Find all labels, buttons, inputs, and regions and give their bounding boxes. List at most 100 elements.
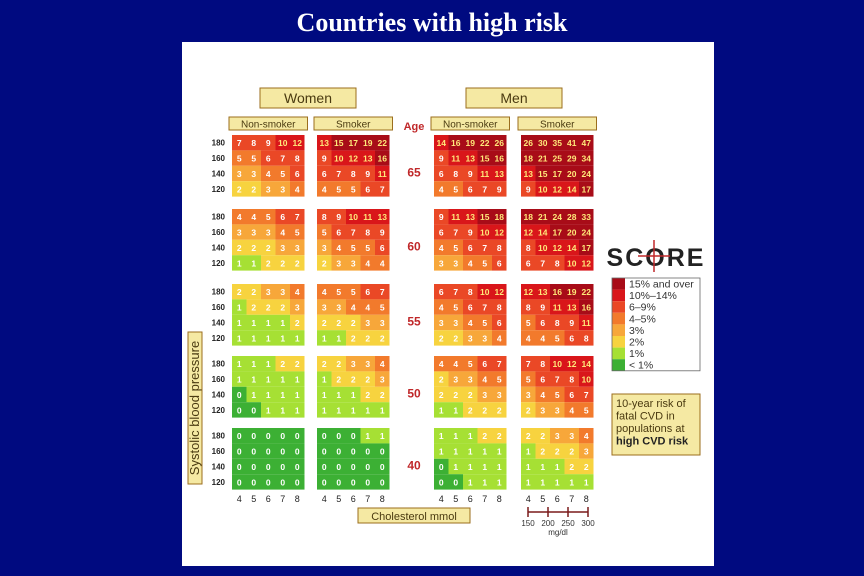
risk-value: 5 xyxy=(497,375,502,385)
risk-cell xyxy=(535,209,550,225)
risk-cell xyxy=(434,299,449,315)
risk-value: 2 xyxy=(237,287,242,297)
risk-value: 2 xyxy=(380,333,385,343)
risk-cell xyxy=(579,284,594,300)
risk-cell xyxy=(564,239,579,256)
risk-cell xyxy=(550,443,565,459)
risk-cell xyxy=(346,224,361,240)
risk-value: 5 xyxy=(526,375,531,385)
risk-cell xyxy=(434,356,449,372)
risk-cell xyxy=(550,458,565,475)
risk-cell xyxy=(375,386,390,403)
risk-cell xyxy=(477,386,492,403)
risk-cell xyxy=(317,284,332,300)
risk-value: 9 xyxy=(365,169,370,179)
risk-cell xyxy=(331,314,346,331)
risk-value: 3 xyxy=(322,303,327,313)
risk-cell xyxy=(477,356,492,372)
risk-value: 9 xyxy=(526,184,531,194)
risk-value: 3 xyxy=(322,243,327,253)
risk-value: 2 xyxy=(540,447,545,457)
risk-cell xyxy=(346,284,361,300)
risk-cell xyxy=(521,371,536,387)
risk-cell xyxy=(360,150,375,166)
sbp-tick: 140 xyxy=(212,170,226,179)
risk-value: 22 xyxy=(480,138,490,148)
risk-value: 7 xyxy=(497,359,502,369)
risk-value: 10 xyxy=(567,258,577,268)
risk-value: 2 xyxy=(266,258,271,268)
risk-value: 3 xyxy=(482,390,487,400)
risk-value: 5 xyxy=(453,303,458,313)
risk-cell xyxy=(521,165,536,182)
risk-value: 2 xyxy=(322,359,327,369)
risk-cell xyxy=(290,428,305,444)
risk-value: 28 xyxy=(567,212,577,222)
risk-value: 3 xyxy=(266,184,271,194)
risk-cell xyxy=(261,443,276,459)
risk-value: 12 xyxy=(524,228,534,238)
cholesterol-tick: 7 xyxy=(569,494,574,504)
risk-cell xyxy=(448,330,463,346)
risk-cell xyxy=(448,443,463,459)
risk-cell xyxy=(261,135,276,151)
risk-cell xyxy=(246,299,261,315)
risk-value: 3 xyxy=(453,375,458,385)
risk-value: 7 xyxy=(584,390,589,400)
risk-cell xyxy=(317,239,332,256)
risk-value: 22 xyxy=(582,287,592,297)
risk-value: 6 xyxy=(569,333,574,343)
legend-label: < 1% xyxy=(629,360,653,372)
risk-cell xyxy=(564,150,579,166)
risk-cell xyxy=(331,330,346,346)
risk-cell xyxy=(564,165,579,182)
risk-cell xyxy=(375,299,390,315)
risk-value: 1 xyxy=(336,333,341,343)
risk-cell xyxy=(290,224,305,240)
risk-value: 18 xyxy=(524,154,534,164)
risk-cell xyxy=(290,386,305,403)
risk-cell xyxy=(564,135,579,151)
risk-cell xyxy=(232,386,247,403)
risk-value: 2 xyxy=(439,390,444,400)
risk-value: 1 xyxy=(439,447,444,457)
risk-value: 9 xyxy=(497,184,502,194)
risk-value: 7 xyxy=(526,359,531,369)
risk-value: 0 xyxy=(280,447,285,457)
risk-value: 2 xyxy=(453,390,458,400)
risk-cell xyxy=(346,255,361,271)
risk-cell xyxy=(550,371,565,387)
sbp-tick: 140 xyxy=(212,244,226,253)
risk-cell xyxy=(448,314,463,331)
risk-cell xyxy=(463,371,478,387)
risk-value: 3 xyxy=(380,375,385,385)
risk-value: 4 xyxy=(295,287,300,297)
risk-cell xyxy=(375,443,390,459)
risk-value: 6 xyxy=(439,228,444,238)
risk-value: 6 xyxy=(439,287,444,297)
sbp-tick: 180 xyxy=(212,360,226,369)
risk-cell xyxy=(346,181,361,197)
risk-cell xyxy=(317,428,332,444)
age-heading: Age xyxy=(404,121,425,133)
risk-value: 2 xyxy=(322,258,327,268)
risk-cell xyxy=(375,239,390,256)
risk-cell xyxy=(275,371,290,387)
risk-value: 5 xyxy=(526,318,531,328)
age-label: 40 xyxy=(407,459,421,473)
risk-cell xyxy=(232,284,247,300)
risk-value: 0 xyxy=(266,447,271,457)
risk-cell xyxy=(360,458,375,475)
risk-value: 15 xyxy=(538,169,548,179)
risk-value: 2 xyxy=(365,375,370,385)
risk-cell xyxy=(463,330,478,346)
risk-value: 1 xyxy=(569,477,574,487)
risk-value: 12 xyxy=(567,359,577,369)
cholesterol-tick: 5 xyxy=(336,494,341,504)
risk-cell xyxy=(261,356,276,372)
risk-cell xyxy=(550,165,565,182)
risk-value: 10 xyxy=(480,287,490,297)
risk-cell xyxy=(477,150,492,166)
risk-value: 0 xyxy=(251,447,256,457)
risk-cell xyxy=(579,330,594,346)
